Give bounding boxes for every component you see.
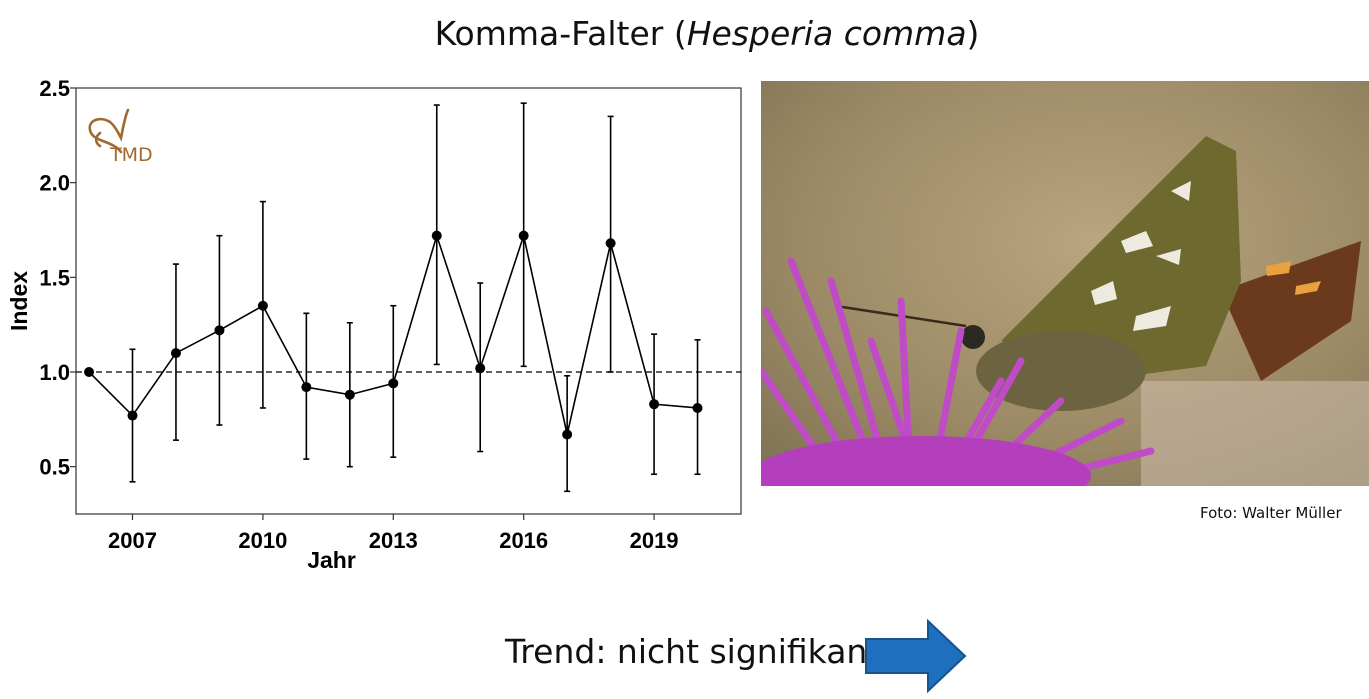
- trend-arrow-right-icon: [865, 619, 967, 693]
- thistle-base: [761, 436, 1091, 486]
- x-tick-label: 2019: [630, 528, 679, 553]
- data-points: [84, 230, 703, 440]
- x-tick-label: 2007: [108, 528, 157, 553]
- data-point: [562, 429, 573, 440]
- error-bars: [129, 102, 701, 493]
- forewing-spots: [1091, 181, 1191, 331]
- hindwing-spots: [1266, 261, 1321, 295]
- data-point: [518, 230, 529, 241]
- butterfly-logo-icon: [88, 108, 130, 154]
- logo: TMD: [88, 108, 153, 166]
- x-axis-label: Jahr: [307, 547, 356, 573]
- data-point: [257, 300, 268, 311]
- y-axis: 0.5 1.0 1.5 2.0 2.5: [39, 76, 76, 480]
- logo-text: TMD: [109, 144, 153, 166]
- hindwing: [1221, 241, 1361, 381]
- x-tick-label: 2016: [499, 528, 548, 553]
- photo-blur: [1141, 381, 1369, 486]
- y-tick-label: 1.5: [39, 265, 70, 290]
- data-point: [388, 378, 399, 389]
- butterfly-photo: [761, 81, 1369, 486]
- y-tick-label: 1.0: [39, 360, 70, 385]
- data-point: [127, 410, 138, 421]
- title-close: ): [966, 14, 980, 53]
- title-species: Hesperia comma: [686, 14, 967, 53]
- photo-credit: Foto: Walter Müller: [1200, 504, 1342, 522]
- y-axis-label: Index: [6, 271, 32, 331]
- forewing: [1001, 136, 1241, 381]
- index-chart: 0.5 1.0 1.5 2.0 2.5 2007 2010 2013 2016 2019 Jah…: [6, 76, 742, 573]
- data-point: [475, 363, 486, 374]
- trend-text: Trend: nicht signifikant: [505, 632, 881, 671]
- data-point: [649, 399, 660, 410]
- page-title: Komma-Falter (Hesperia comma): [0, 14, 1369, 53]
- plot-frame: [75, 87, 742, 515]
- x-tick-label: 2010: [238, 528, 287, 553]
- x-axis: 2007 2010 2013 2016 2019: [108, 514, 679, 553]
- title-text: Komma-Falter (: [434, 14, 687, 53]
- data-point: [692, 402, 703, 413]
- butterfly-eye: [961, 325, 985, 349]
- data-point: [214, 325, 225, 336]
- photo-illustration: [761, 81, 1369, 486]
- data-point: [431, 230, 442, 241]
- data-point: [301, 382, 312, 393]
- y-tick-label: 0.5: [39, 455, 70, 480]
- x-tick-label: 2013: [369, 528, 418, 553]
- data-point: [344, 389, 355, 400]
- data-point: [84, 367, 95, 377]
- butterfly-body: [976, 331, 1146, 411]
- data-point: [170, 348, 181, 359]
- y-tick-label: 2.5: [39, 76, 70, 101]
- y-tick-label: 2.0: [39, 171, 70, 196]
- data-point: [605, 238, 616, 249]
